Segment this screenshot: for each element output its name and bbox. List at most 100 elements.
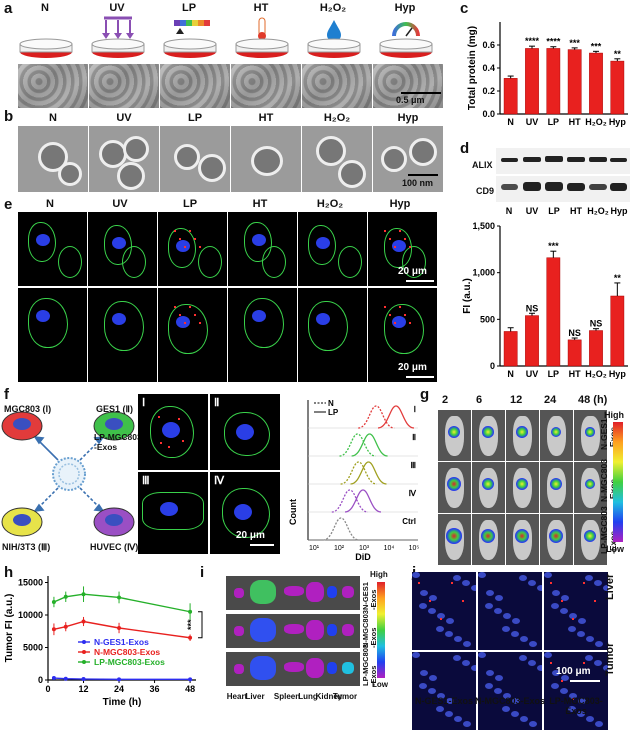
g-mouse-image-r1-c0: [438, 462, 471, 513]
blot-lane-lp: LP: [548, 206, 560, 216]
f-cell-label-huvec: HUVEC (Ⅳ): [90, 542, 139, 552]
conf-image-r0-c5: [368, 212, 437, 286]
j-dot: [561, 600, 563, 602]
conf-dot: [394, 246, 396, 248]
j-nucleus: [462, 580, 470, 586]
conf-image-r1-c2: [158, 288, 227, 382]
g-mouse-image-r1-c4: [574, 462, 607, 513]
i-scale-high: High: [370, 570, 388, 579]
j-nucleus: [428, 688, 436, 694]
e-ytick-label: 500: [480, 314, 495, 324]
j-nucleus: [503, 613, 511, 619]
j-row-tumor: Tumor: [604, 642, 616, 676]
panel-label-h: h: [4, 564, 14, 581]
b-col-n: N: [49, 112, 57, 124]
f-image-1: Ⅰ: [138, 394, 208, 470]
conf-cell: [104, 225, 132, 265]
j-nucleus: [453, 575, 461, 581]
conf-dot: [189, 306, 191, 308]
conf-dot: [194, 238, 196, 240]
j-nucleus: [529, 641, 537, 647]
e-sig-5: **: [614, 273, 622, 283]
j-nucleus: [494, 688, 502, 694]
flow-peak-lp-2: [350, 461, 387, 485]
j-nucleus: [485, 683, 493, 689]
conf-nucleus: [176, 240, 190, 252]
conf-nucleus: [176, 316, 190, 328]
h-ytick-label: 10000: [18, 610, 43, 620]
i-organ-1: [250, 580, 276, 604]
h-legend-marker-2: [82, 660, 86, 664]
flow-legend-n: N: [328, 399, 334, 408]
j-nucleus: [519, 655, 527, 661]
em-image-n: [18, 64, 88, 108]
i-color-scale: [377, 582, 385, 678]
e-xtick-3: HT: [569, 369, 581, 379]
j-nucleus: [511, 631, 519, 637]
g-mouse-image-r2-c4: [574, 514, 607, 565]
panel-label-f: f: [4, 386, 9, 403]
j-nucleus: [595, 721, 603, 727]
flow-ylabel: Count: [288, 499, 298, 525]
tem-image-ht: [231, 126, 301, 192]
j-nucleus: [454, 716, 462, 722]
panel-label-c: c: [460, 0, 469, 17]
i-organ-2: [284, 586, 304, 596]
g-signal: [516, 426, 528, 438]
j-nucleus: [603, 585, 608, 591]
i-organ-3: [306, 582, 324, 602]
dish-hyp-icon: [379, 22, 433, 58]
h-point: [117, 626, 122, 630]
f-flow-histograms: Ⅰ Ⅱ Ⅲ Ⅳ Ctrl NLP 10¹ 10² 10³ 10⁴ 10⁵ DiD Count: [288, 399, 419, 562]
conf-dot: [184, 322, 186, 324]
e-bar-2: [546, 257, 561, 367]
h-point: [51, 600, 56, 604]
col-label-n: N: [41, 2, 49, 14]
scalebar-j: [570, 680, 600, 682]
g-mouse-image-r1-c2: [506, 462, 539, 513]
e-xtick-2: LP: [548, 369, 560, 379]
scalebar-e2-label: 20 μm: [398, 362, 427, 373]
dish-uv-icon: [91, 16, 145, 58]
h-point: [188, 677, 193, 682]
i-organ-5: [342, 624, 354, 636]
conf-image-r1-c1: [88, 288, 157, 382]
f-schematic: [1, 411, 135, 537]
tem-image-hyp: [373, 126, 443, 192]
j-image-r1-c0: [412, 652, 476, 730]
j-dot: [418, 582, 420, 584]
g-mouse-image-r0-c1: [472, 410, 505, 461]
j-image-r1-c2: [544, 652, 608, 730]
j-dot: [572, 698, 574, 700]
em-image-lp: [160, 64, 230, 108]
g-mouse-image-r0-c0: [438, 410, 471, 461]
e-sig-3: NS: [568, 328, 581, 338]
conf-dot: [174, 230, 176, 232]
j-nucleus: [528, 660, 536, 666]
flow-xtick-0: 10¹: [309, 545, 320, 552]
i-row-label-1: N-MGC803 -Exos: [361, 610, 378, 648]
conf-image-r1-c0: [18, 288, 87, 382]
conf-cell: [28, 222, 56, 262]
g-signal: [447, 477, 461, 491]
h-xtick-label: 24: [114, 684, 124, 694]
f-image-1-label: Ⅰ: [142, 397, 146, 409]
scalebar-j-label: 100 μm: [556, 666, 591, 677]
j-nucleus: [577, 631, 585, 637]
g-mouse-image-r0-c2: [506, 410, 539, 461]
c-bar-0: [503, 78, 518, 115]
flow-row-label-2: Ⅲ: [410, 461, 416, 470]
h-point: [63, 676, 68, 681]
i-organ-1: [250, 656, 276, 680]
h-series-line-0: [53, 677, 191, 681]
j-nucleus: [446, 698, 454, 704]
j-dot: [451, 582, 453, 584]
e-bar-0: [503, 331, 518, 367]
j-nucleus: [520, 636, 528, 642]
j-image-r0-c2: [544, 572, 608, 650]
blot-label-alix: ALIX: [472, 160, 493, 170]
conf-dot: [389, 314, 391, 316]
j-dot: [583, 662, 585, 664]
em-image-ht: [231, 64, 301, 108]
j-col-label-2: LP-MGC803-Exos: [549, 696, 603, 716]
